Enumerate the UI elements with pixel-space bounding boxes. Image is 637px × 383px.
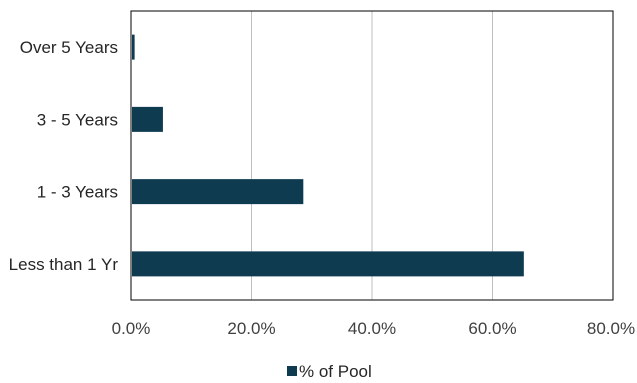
bar xyxy=(132,179,304,205)
bar xyxy=(132,251,524,277)
category-label: 1 - 3 Years xyxy=(37,183,118,202)
x-tick-label: 80.0% xyxy=(587,319,635,338)
x-tick-label: 20.0% xyxy=(227,319,275,338)
x-tick-label: 40.0% xyxy=(348,319,396,338)
category-label: 3 - 5 Years xyxy=(37,110,118,129)
bar xyxy=(132,106,163,132)
category-labels: Over 5 Years 3 - 5 Years 1 - 3 Years Less t… xyxy=(9,38,119,274)
bar xyxy=(132,34,135,60)
plot-area-frame xyxy=(130,10,614,301)
x-tick-label: 0.0% xyxy=(112,319,151,338)
legend-swatch xyxy=(287,366,297,376)
x-tick-labels: 0.0% 20.0% 40.0% 60.0% 80.0% xyxy=(112,319,635,338)
legend-label: % of Pool xyxy=(299,362,372,381)
legend: % of Pool xyxy=(287,362,372,381)
category-label: Over 5 Years xyxy=(20,38,118,57)
category-label: Less than 1 Yr xyxy=(9,255,119,274)
x-tick-label: 60.0% xyxy=(468,319,516,338)
bars xyxy=(132,34,524,277)
